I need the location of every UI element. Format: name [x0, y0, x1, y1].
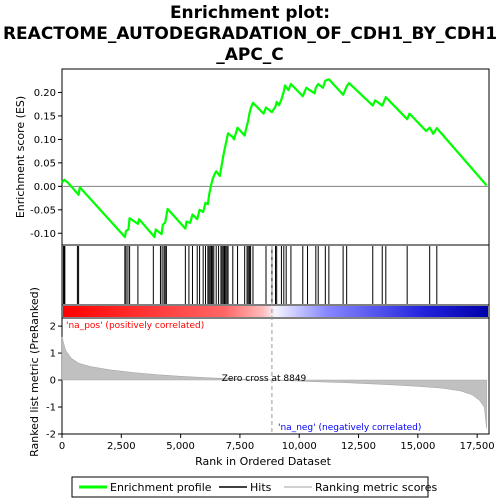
es-y-tick-label: -0.10: [30, 229, 56, 240]
es-y-tick-label: 0.00: [34, 182, 56, 193]
es-y-tick-label: 0.20: [34, 88, 56, 99]
metric-y-axis-label: Ranked list metric (PreRanked): [28, 287, 41, 457]
metric-area: [61, 336, 487, 429]
es-y-tick-label: 0.10: [34, 135, 56, 146]
hits-layer: [62, 246, 438, 304]
gradient-fill: [63, 306, 488, 317]
zero-cross-label: Zero cross at 8849: [222, 374, 307, 384]
x-axis-label: Rank in Ordered Dataset: [195, 455, 332, 468]
es-layer: 0.20 0.15 0.10 0.05 0.00 -0.05 -0.10: [30, 78, 489, 240]
es-y-axis-label: Enrichment score (ES): [14, 96, 27, 218]
x-tick-label: 0: [59, 441, 65, 452]
metric-y-tick-label: 1: [50, 349, 56, 360]
x-tick-label: 2,500: [107, 441, 136, 452]
enrichment-profile-line: [61, 78, 488, 239]
chart-title-line-2: REACTOME_AUTODEGRADATION_OF_CDH1_BY_CDH1: [3, 24, 497, 44]
legend: Enrichment profile Hits Ranking metric s…: [71, 476, 437, 498]
chart-title-line-1: Enrichment plot:: [170, 3, 330, 23]
neg-correlated-label: 'na_neg' (negatively correlated): [278, 423, 421, 433]
es-panel: [61, 68, 490, 246]
metric-y-tick-label: -1: [46, 403, 56, 414]
legend-profile-label: Enrichment profile: [110, 481, 212, 494]
x-tick-label: 17,500: [460, 441, 495, 452]
metric-y-tick-label: 0: [50, 376, 56, 387]
metric-y-tick-label: 2: [50, 322, 56, 333]
metric-layer: 2 1 0 -1 -2: [46, 246, 487, 441]
x-tick-label: 15,000: [400, 441, 435, 452]
legend-metric-label: Ranking metric scores: [315, 481, 437, 494]
x-axis: 0 2,500 5,000 7,500 10,000 12,500 15,000 17,500: [59, 434, 495, 452]
x-tick-label: 7,500: [226, 441, 255, 452]
es-y-tick-label: -0.05: [30, 205, 56, 216]
pos-correlated-label: 'na_pos' (positively correlated): [66, 321, 204, 331]
x-tick-label: 12,500: [341, 441, 376, 452]
es-y-tick-label: 0.05: [34, 158, 56, 169]
es-y-tick-label: 0.15: [34, 111, 56, 122]
x-tick-label: 5,000: [166, 441, 195, 452]
chart-title-line-3: _APC_C: [216, 45, 284, 65]
legend-box: [71, 476, 429, 498]
x-tick-label: 10,000: [282, 441, 317, 452]
gradient-layer: [63, 306, 488, 317]
legend-hits-label: Hits: [250, 481, 272, 494]
metric-y-tick-label: -2: [46, 430, 56, 441]
